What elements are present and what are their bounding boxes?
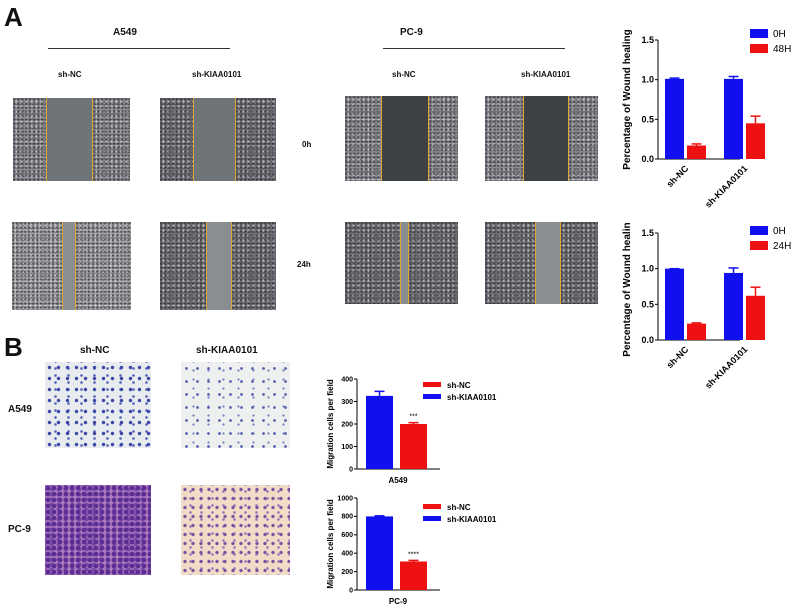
legend-label: 24H (773, 241, 791, 252)
row-label: PC-9 (8, 524, 31, 535)
condition-label: sh-KIAA0101 (196, 345, 258, 356)
y-axis-label: Migration cells per field (326, 499, 335, 588)
migration-chart-a549: 0 100 200 300 400 Migration cells per field **… (326, 376, 497, 485)
legend-label: sh-NC (447, 503, 471, 512)
y-axis-label: Migration cells per field (326, 379, 335, 468)
y-tick-label: 0.5 (641, 114, 654, 124)
bar-0h (665, 78, 684, 159)
legend-swatch (750, 44, 768, 53)
legend-swatch (750, 226, 768, 235)
y-tick-label: 100 (341, 444, 353, 451)
transwell-image-a549-shnc (45, 362, 151, 448)
transwell-image-a549-shkiaa (181, 362, 290, 448)
y-tick-label: 0.5 (641, 299, 654, 309)
group-title-a549: A549 (113, 27, 137, 38)
x-tick-label: sh-NC (665, 344, 691, 370)
group-divider (383, 48, 565, 49)
x-tick-label: sh-KIAA0101 (703, 344, 749, 390)
bar-48h (746, 123, 765, 159)
significance-label: **** (408, 551, 419, 558)
legend-label: sh-NC (447, 381, 471, 390)
y-tick-label: 1.0 (641, 75, 654, 85)
transwell-image-pc9-shkiaa (181, 485, 290, 575)
legend-swatch (750, 29, 768, 38)
bar (366, 395, 393, 469)
bar-0h (724, 272, 743, 340)
x-tick-label: sh-NC (665, 163, 691, 189)
y-tick-label: 200 (341, 569, 353, 576)
panel-b-letter: B (4, 332, 23, 362)
y-tick-label: 200 (341, 421, 353, 428)
row-label: A549 (8, 404, 32, 415)
wound-image-pc9-shkiaa-0h (485, 96, 598, 181)
legend-label: 0H (773, 226, 786, 237)
wound-image-a549-shkiaa-0h (160, 98, 276, 181)
y-tick-label: 0 (349, 587, 353, 594)
group-title-pc9: PC-9 (400, 27, 423, 38)
timepoint-label: 0h (302, 140, 312, 149)
legend-label: 0H (773, 29, 786, 40)
wound-image-pc9-shkiaa-24h (485, 222, 598, 304)
bar-48h (687, 145, 706, 159)
bar-0h (665, 268, 684, 340)
y-tick-label: 300 (341, 399, 353, 406)
wound-image-pc9-shnc-24h (345, 222, 458, 304)
bar (366, 516, 393, 590)
legend-swatch (423, 382, 441, 387)
legend-swatch (423, 516, 441, 521)
x-axis-label: PC-9 (389, 597, 408, 606)
x-axis-label: A549 (388, 476, 408, 485)
x-tick-label: sh-KIAA0101 (703, 163, 749, 209)
bar-24h (687, 323, 706, 340)
condition-label: sh-KIAA0101 (521, 70, 571, 79)
legend-label: 48H (773, 44, 791, 55)
condition-label: sh-NC (80, 345, 110, 356)
group-divider (48, 48, 230, 49)
bar-0h (724, 78, 743, 159)
legend-swatch (423, 394, 441, 399)
condition-label: sh-NC (58, 70, 82, 79)
y-tick-label: 400 (341, 376, 353, 383)
y-tick-label: 400 (341, 551, 353, 558)
timepoint-label: 24h (297, 260, 311, 269)
wound-image-a549-shnc-0h (13, 98, 130, 181)
bar (400, 424, 427, 469)
y-tick-label: 1.5 (641, 228, 654, 238)
wound-healing-chart-48h: 0.0 0.5 1.0 1.5 Percentage of Wound healing s… (622, 29, 791, 210)
y-tick-label: 1.0 (641, 264, 654, 274)
wound-image-a549-shkiaa-24h (160, 222, 276, 310)
y-axis-label: Percentage of Wound healing (622, 222, 633, 357)
bar-24h (746, 295, 765, 340)
wound-healing-chart-24h: 0.0 0.5 1.0 1.5 Percentage of Wound healing s… (622, 222, 791, 391)
condition-label: sh-KIAA0101 (192, 70, 242, 79)
y-tick-label: 800 (341, 514, 353, 521)
y-tick-label: 0 (349, 466, 353, 473)
y-tick-label: 1000 (337, 495, 353, 502)
y-axis-label: Percentage of Wound healing (622, 29, 633, 169)
condition-label: sh-NC (392, 70, 416, 79)
y-tick-label: 0.0 (641, 335, 654, 345)
wound-image-a549-shnc-24h (12, 222, 131, 310)
legend-label: sh-KIAA0101 (447, 515, 497, 524)
y-tick-label: 1.5 (641, 35, 654, 45)
transwell-image-pc9-shnc (45, 485, 151, 575)
significance-label: *** (409, 414, 417, 421)
y-tick-label: 0.0 (641, 154, 654, 164)
legend-swatch (750, 241, 768, 250)
legend-swatch (423, 504, 441, 509)
bar (400, 561, 427, 590)
wound-image-pc9-shnc-0h (345, 96, 458, 181)
panel-a-letter: A (4, 2, 23, 32)
legend-label: sh-KIAA0101 (447, 393, 497, 402)
y-tick-label: 600 (341, 532, 353, 539)
